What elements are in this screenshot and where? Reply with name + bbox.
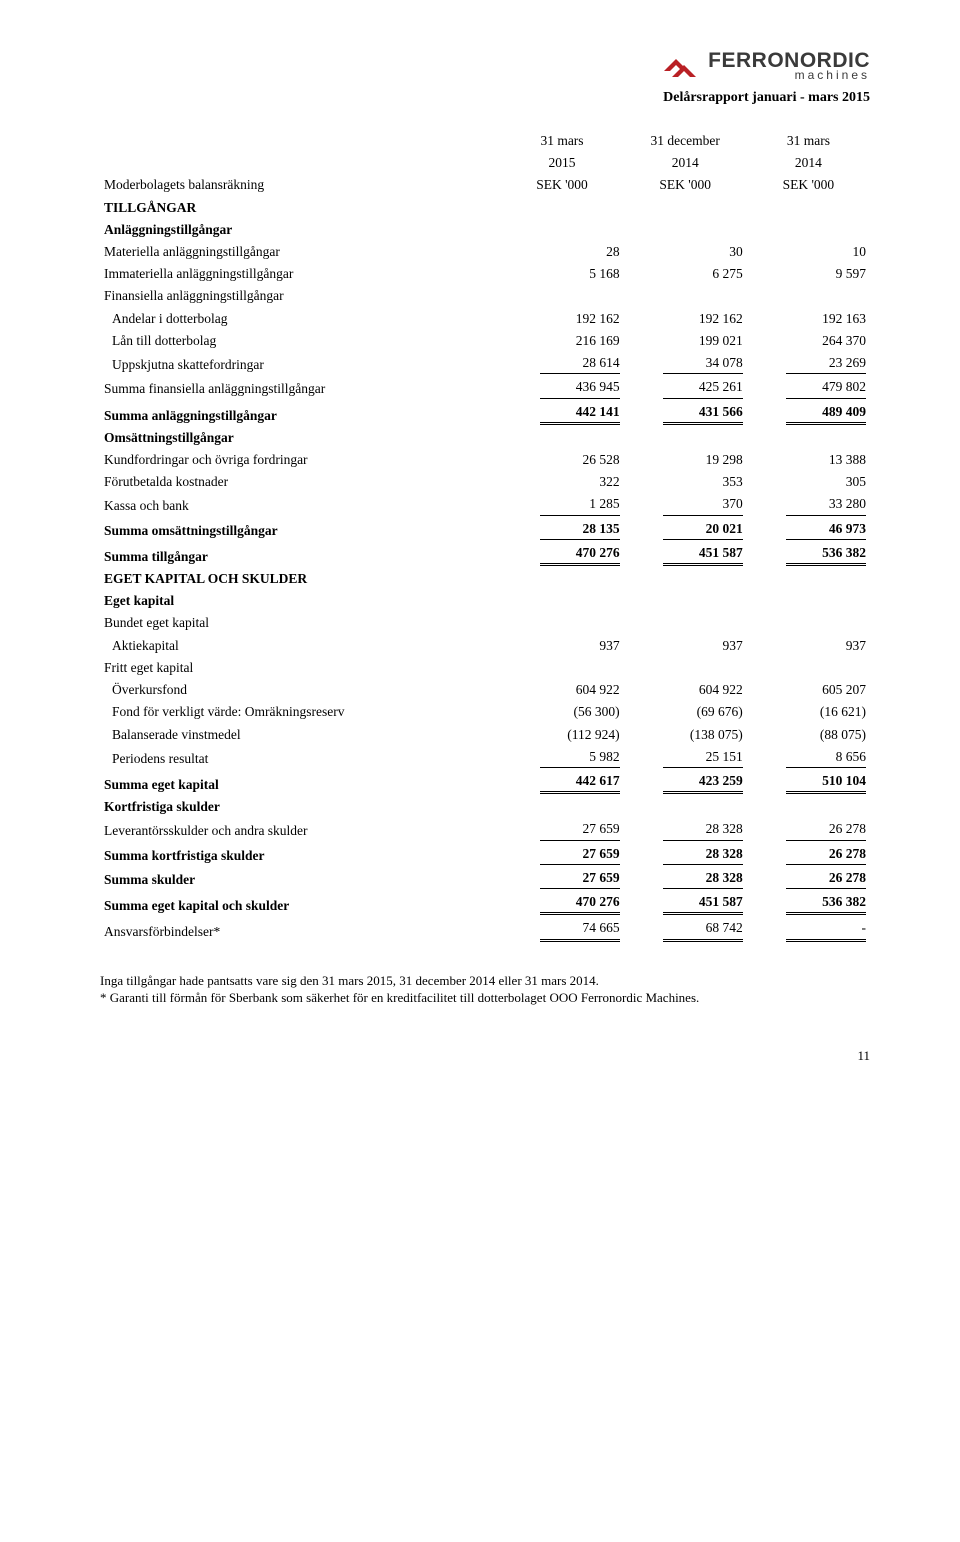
- row-fond: Fond för verkligt värde: Omräkningsreser…: [100, 701, 870, 723]
- col1-period: 31 mars: [500, 130, 623, 152]
- document-title: Delårsrapport januari - mars 2015: [100, 89, 870, 108]
- footnote-line2: * Garanti till förmån för Sberbank som s…: [100, 989, 870, 1007]
- row-upp: Uppskjutna skattefordringar28 61434 0782…: [100, 352, 870, 376]
- row-ss: Summa skulder27 65928 32826 278: [100, 867, 870, 891]
- footnote-line1: Inga tillgångar hade pantsatts vare sig …: [100, 972, 870, 990]
- row-kund: Kundfordringar och övriga fordringar26 5…: [100, 449, 870, 471]
- row-sks: Summa kortfristiga skulder27 65928 32826…: [100, 843, 870, 867]
- row-mat: Materiella anläggningstillgångar283010: [100, 241, 870, 263]
- chevron-icon: [664, 53, 700, 79]
- section-tillgangar: TILLGÅNGAR: [100, 197, 500, 219]
- header-period-row: 31 mars 31 december 31 mars: [100, 130, 870, 152]
- page-number: 11: [100, 1047, 870, 1065]
- col3-unit: SEK '000: [747, 174, 870, 196]
- col3-period: 31 mars: [747, 130, 870, 152]
- row-lev: Leverantörsskulder och andra skulder27 6…: [100, 818, 870, 842]
- row-sfa: Summa finansiella anläggningstillgångar4…: [100, 376, 870, 400]
- row-bal: Balanserade vinstmedel(112 924)(138 075)…: [100, 724, 870, 746]
- col2-period: 31 december: [624, 130, 747, 152]
- row-aktie: Aktiekapital937937937: [100, 635, 870, 657]
- balance-sheet-table: 31 mars 31 december 31 mars 2015 2014 20…: [100, 130, 870, 944]
- row-sa: Summa anläggningstillgångar442 141431 56…: [100, 401, 870, 427]
- row-period: Periodens resultat5 98225 1518 656: [100, 746, 870, 770]
- header-year-row: 2015 2014 2014: [100, 152, 870, 174]
- header-unit-row: Moderbolagets balansräkning SEK '000 SEK…: [100, 174, 870, 196]
- row-ansvar: Ansvarsförbindelser*74 66568 742-: [100, 917, 870, 943]
- section-omsattning: Omsättningstillgångar: [100, 427, 500, 449]
- section-fritt: Fritt eget kapital: [100, 657, 500, 679]
- row-kassa: Kassa och bank1 28537033 280: [100, 493, 870, 517]
- logo: FERRONORDIC machines: [100, 50, 870, 81]
- section-ek: Eget kapital: [100, 590, 500, 612]
- col1-unit: SEK '000: [500, 174, 623, 196]
- row-lan: Lån till dotterbolag216 169199 021264 37…: [100, 330, 870, 352]
- section-ek-skulder: EGET KAPITAL OCH SKULDER: [100, 568, 500, 590]
- table-title: Moderbolagets balansräkning: [100, 174, 500, 196]
- section-finans-anl: Finansiella anläggningstillgångar: [100, 285, 500, 307]
- row-imat: Immateriella anläggningstillgångar5 1686…: [100, 263, 870, 285]
- section-kort: Kortfristiga skulder: [100, 796, 500, 818]
- row-forut: Förutbetalda kostnader322353305: [100, 471, 870, 493]
- row-stg: Summa tillgångar470 276451 587536 382: [100, 542, 870, 568]
- row-seks: Summa eget kapital och skulder470 276451…: [100, 891, 870, 917]
- footnote: Inga tillgångar hade pantsatts vare sig …: [100, 972, 870, 1007]
- col2-year: 2014: [624, 152, 747, 174]
- row-over: Överkursfond604 922604 922605 207: [100, 679, 870, 701]
- col1-year: 2015: [500, 152, 623, 174]
- section-anlaggning: Anläggningstillgångar: [100, 219, 500, 241]
- row-sot: Summa omsättningstillgångar28 13520 0214…: [100, 518, 870, 542]
- section-bundet: Bundet eget kapital: [100, 612, 500, 634]
- col2-unit: SEK '000: [624, 174, 747, 196]
- row-andel: Andelar i dotterbolag192 162192 162192 1…: [100, 308, 870, 330]
- col3-year: 2014: [747, 152, 870, 174]
- row-sek: Summa eget kapital442 617423 259510 104: [100, 770, 870, 796]
